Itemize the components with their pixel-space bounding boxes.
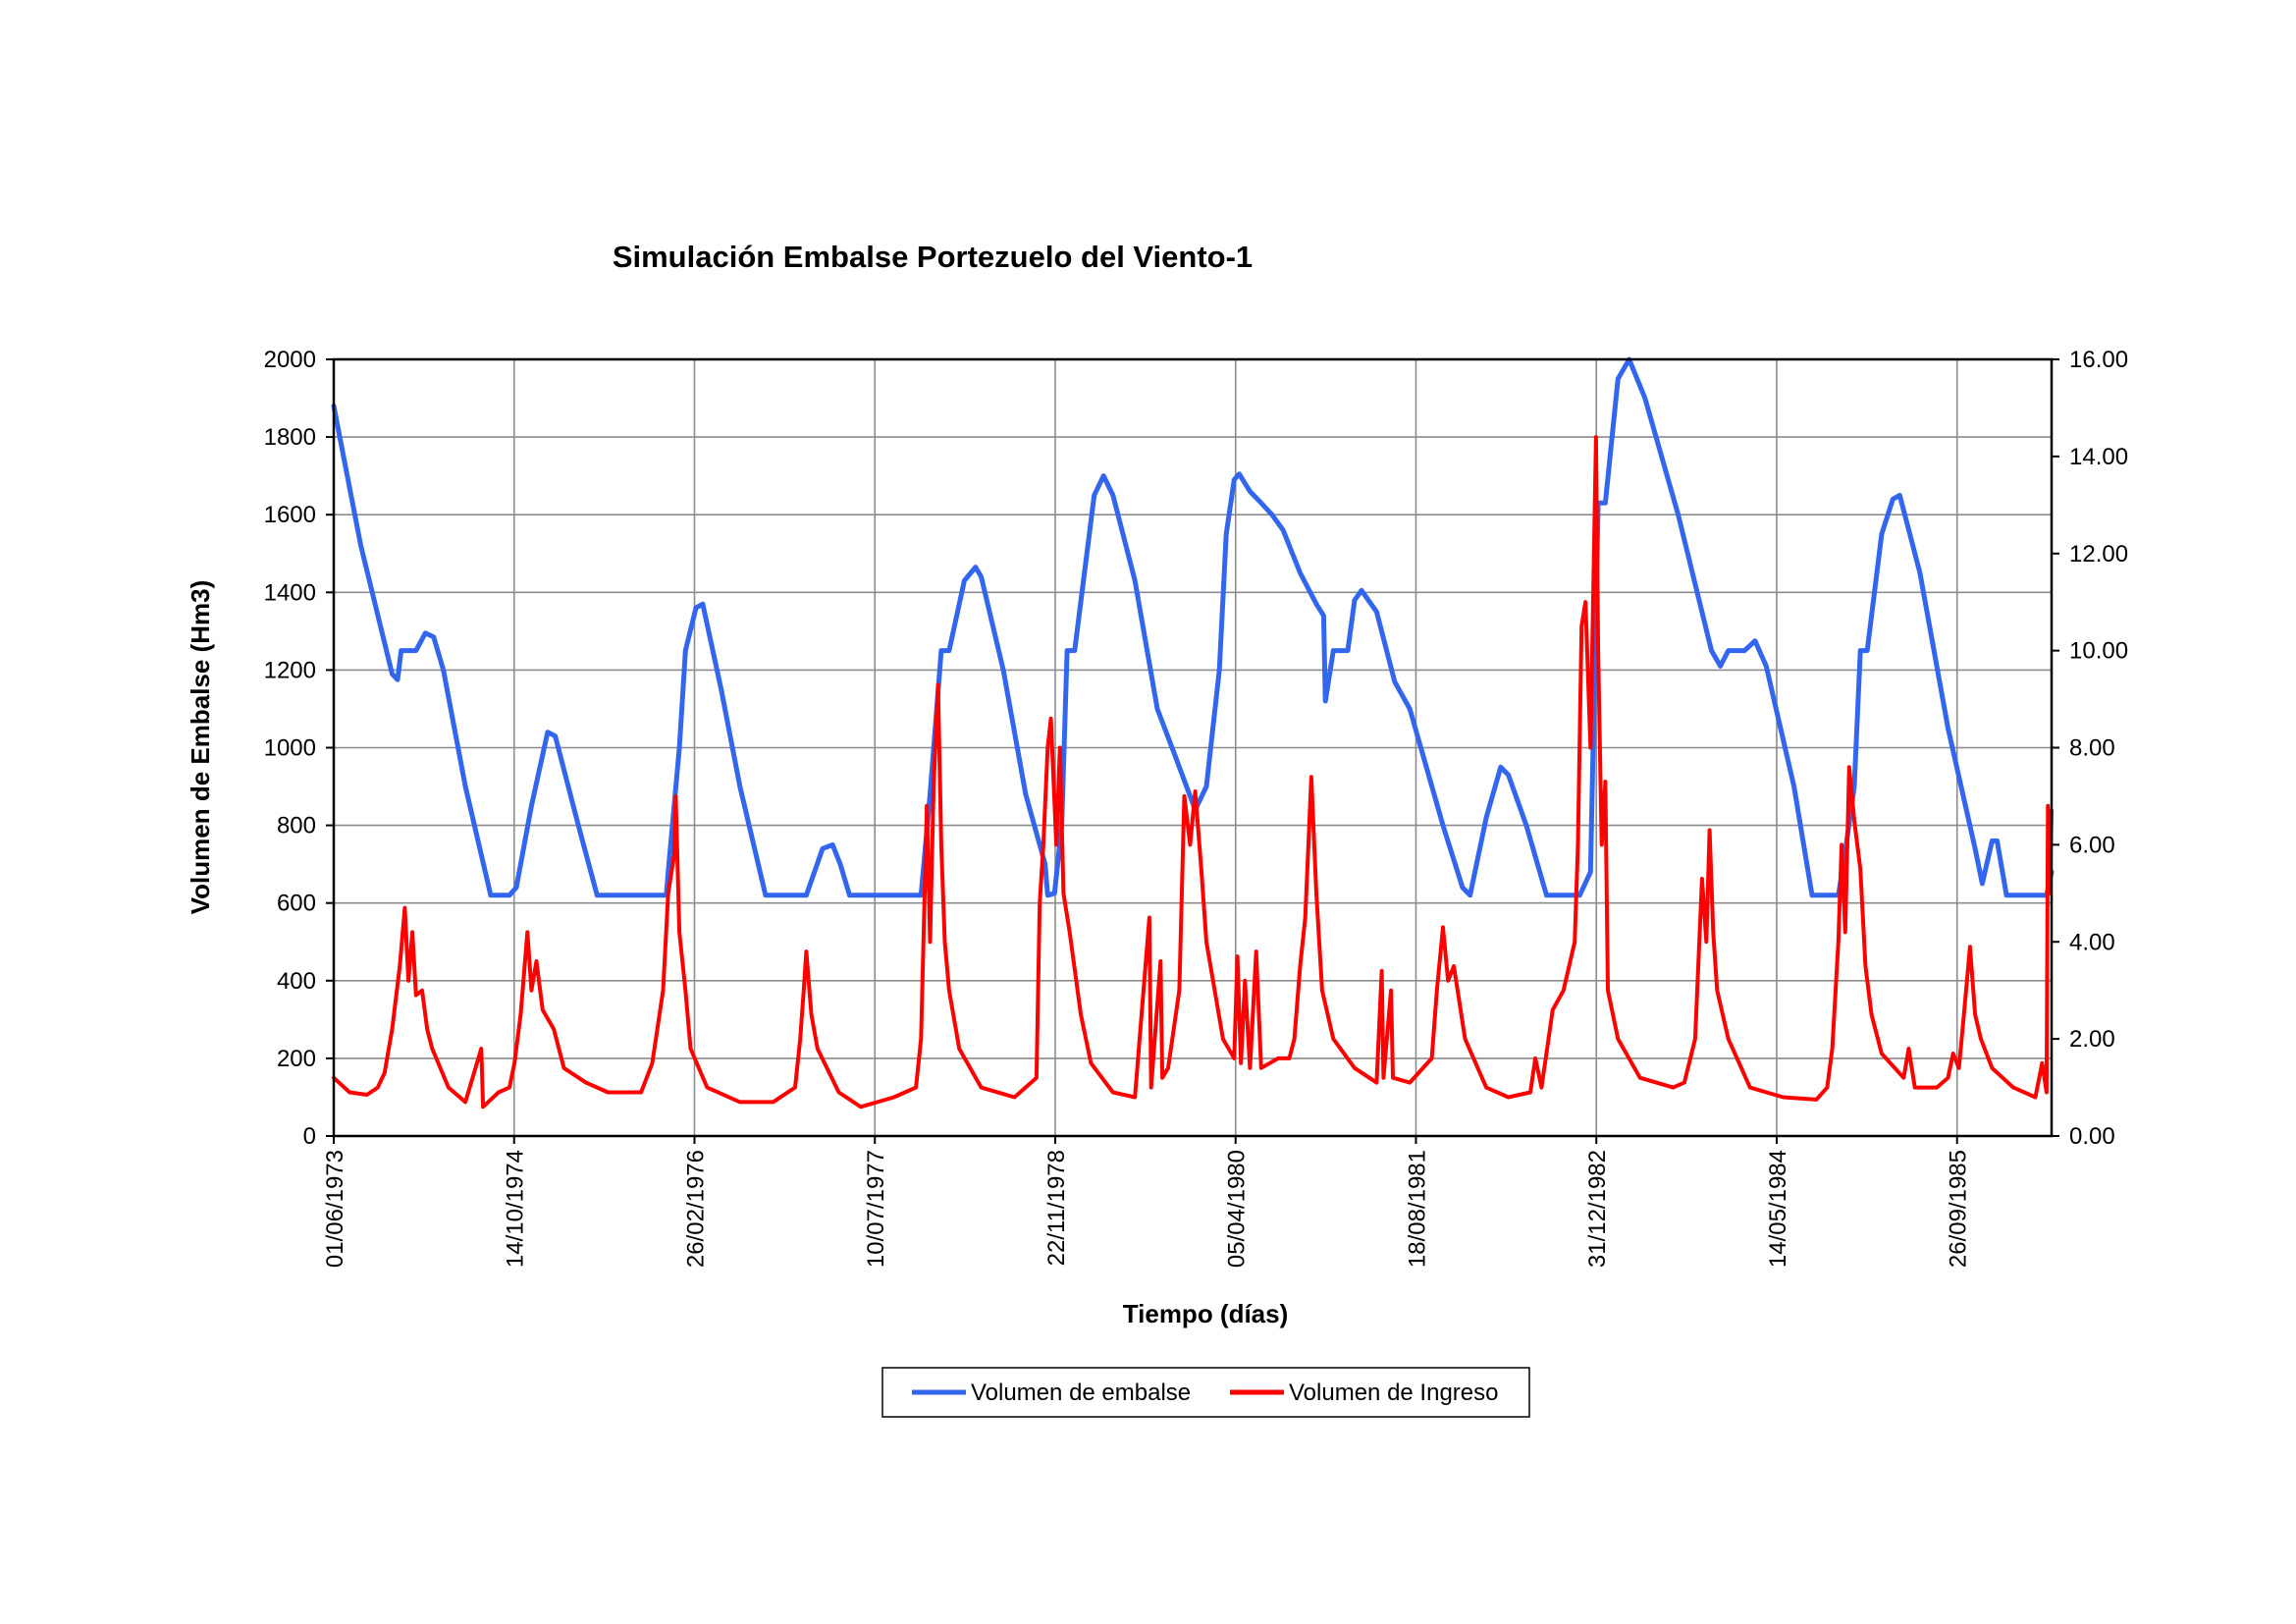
y-tick-label: 400: [277, 968, 316, 995]
legend-label-embalse: Volumen de embalse: [971, 1380, 1191, 1406]
y-tick-label: 0: [303, 1123, 316, 1150]
y-tick-label: 1000: [264, 735, 316, 762]
y-axis-left: 0 200 400 600 800 1000 1200 1400 1600 1800 2000: [264, 347, 334, 1150]
y2-tick-label: 8.00: [2069, 735, 2115, 762]
x-tick-label: 14/10/1974: [503, 1150, 529, 1268]
y2-tick-label: 14.00: [2069, 444, 2128, 470]
x-axis: 01/06/1973 14/10/1974 26/02/1976 10/07/1977…: [322, 1136, 1972, 1268]
x-axis-title: Tiempo (días): [1123, 1299, 1289, 1328]
y-tick-label: 600: [277, 891, 316, 917]
y2-tick-label: 2.00: [2069, 1026, 2115, 1053]
legend: Volumen de embalse Volumen de Ingreso: [881, 1367, 1530, 1418]
gridlines: [334, 359, 2052, 1136]
x-tick-label: 14/05/1984: [1765, 1150, 1791, 1268]
y-tick-label: 1800: [264, 424, 316, 451]
y-axis-right: 0.00 2.00 4.00 6.00 8.00 10.00 12.00 14.00 16.00: [2052, 347, 2128, 1150]
series-line-volumen-de-ingreso: [332, 435, 2054, 1110]
legend-box: [881, 1367, 1530, 1418]
y2-tick-label: 16.00: [2069, 347, 2128, 373]
y-tick-label: 200: [277, 1046, 316, 1072]
y2-tick-label: 4.00: [2069, 929, 2115, 955]
x-tick-label: 31/12/1982: [1584, 1150, 1611, 1268]
y-tick-label: 800: [277, 813, 316, 839]
x-tick-label: 22/11/1978: [1043, 1150, 1070, 1266]
x-tick-label: 01/06/1973: [322, 1150, 348, 1268]
series-lines: [331, 356, 2055, 1110]
y2-tick-label: 6.00: [2069, 832, 2115, 858]
x-tick-label: 18/08/1981: [1404, 1150, 1430, 1268]
x-tick-label: 26/09/1985: [1946, 1150, 1972, 1268]
legend-label-ingreso: Volumen de Ingreso: [1289, 1380, 1498, 1406]
y-tick-label: 1200: [264, 657, 316, 683]
x-tick-label: 05/04/1980: [1224, 1150, 1251, 1268]
y-axis-title: Volumen de Embalse (Hm3): [186, 580, 215, 915]
y-tick-label: 1600: [264, 502, 316, 528]
y-tick-label: 2000: [264, 347, 316, 373]
y2-tick-label: 10.00: [2069, 638, 2128, 665]
series-line-volumen-de-embalse: [331, 356, 2055, 898]
y2-tick-label: 0.00: [2069, 1123, 2115, 1150]
y2-tick-label: 12.00: [2069, 541, 2128, 568]
y-tick-label: 1400: [264, 579, 316, 606]
chart-title: Simulación Embalse Portezuelo del Viento…: [613, 240, 1253, 274]
x-tick-label: 10/07/1977: [863, 1150, 889, 1268]
x-tick-label: 26/02/1976: [682, 1150, 709, 1268]
